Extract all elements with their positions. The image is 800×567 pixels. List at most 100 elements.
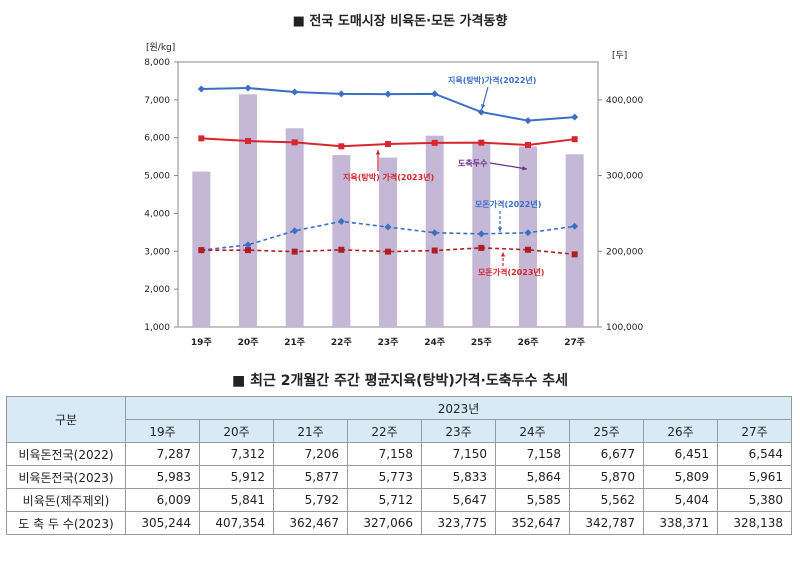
week-header: 24주 xyxy=(495,419,570,443)
x-tick-label: 22주 xyxy=(331,337,352,348)
table-cell: 5,870 xyxy=(569,465,644,489)
x-tick-label: 21주 xyxy=(284,337,305,348)
bar xyxy=(239,94,257,327)
annotation-label: 지육(탕박) 가격(2023년) xyxy=(343,172,434,182)
series-point xyxy=(431,139,438,146)
table-cell: 6,544 xyxy=(717,442,792,466)
table-cell: 5,912 xyxy=(199,465,274,489)
annotation-arrowhead xyxy=(522,166,527,171)
y-left-tick-label: 1,000 xyxy=(144,323,170,333)
y-left-tick-label: 2,000 xyxy=(144,285,170,295)
x-tick-label: 27주 xyxy=(564,337,585,348)
table-cell: 6,677 xyxy=(569,442,644,466)
table-cell: 7,312 xyxy=(199,442,274,466)
series-point xyxy=(291,139,298,146)
series-point xyxy=(477,230,485,238)
row-label: 비육돈(제주제외) xyxy=(6,488,126,512)
series-point xyxy=(571,222,579,230)
table-cell: 7,150 xyxy=(421,442,496,466)
y-right-tick-label: 100,000 xyxy=(606,323,643,333)
x-tick-label: 19주 xyxy=(191,337,212,348)
table-cell: 5,404 xyxy=(643,488,718,512)
table-cell: 338,371 xyxy=(643,511,718,535)
table-cell: 5,773 xyxy=(347,465,422,489)
x-tick-label: 26주 xyxy=(518,337,539,348)
x-tick-label: 25주 xyxy=(471,337,492,348)
table-cell: 323,775 xyxy=(421,511,496,535)
series-point xyxy=(524,229,532,237)
y-right-tick-label: 400,000 xyxy=(606,96,643,106)
series-point xyxy=(385,248,391,255)
table-row: 비육돈전국(2022) 7,287 7,312 7,206 7,158 7,15… xyxy=(6,442,792,466)
y-left-tick-label: 8,000 xyxy=(144,58,170,68)
bar xyxy=(379,157,397,327)
annotation-label: 모돈가격(2022년) xyxy=(475,199,541,209)
series-point xyxy=(384,90,392,98)
series-point xyxy=(385,141,391,148)
series-point xyxy=(337,90,345,98)
week-header: 26주 xyxy=(643,419,718,443)
series-point xyxy=(431,90,439,98)
table-cell: 352,647 xyxy=(495,511,570,535)
annotation-label: 지육(탕박)가격(2022년) xyxy=(448,75,536,85)
series-point xyxy=(291,227,299,235)
table-cell: 327,066 xyxy=(347,511,422,535)
row-label: 비육돈전국(2023) xyxy=(6,465,126,489)
table-cell: 6,451 xyxy=(643,442,718,466)
table-cell: 328,138 xyxy=(717,511,792,535)
week-header: 23주 xyxy=(421,419,496,443)
table-cell: 5,809 xyxy=(643,465,718,489)
table-row: 비육돈전국(2023) 5,983 5,912 5,877 5,773 5,83… xyxy=(6,465,792,489)
x-tick-label: 24주 xyxy=(424,337,445,348)
y-left-tick-label: 3,000 xyxy=(144,247,170,257)
table-cell: 5,841 xyxy=(199,488,274,512)
table-row: 도 축 두 수(2023) 305,244 407,354 362,467 32… xyxy=(6,511,792,535)
series-point xyxy=(525,246,531,253)
table-cell: 5,833 xyxy=(421,465,496,489)
table-corner-header: 구분 xyxy=(6,396,126,443)
series-point xyxy=(478,244,485,251)
price-table: 구분 2023년 19주 20주 21주 22주 23주 24주 25주 26주… xyxy=(6,396,792,535)
table-cell: 407,354 xyxy=(199,511,274,535)
y-left-tick-label: 4,000 xyxy=(144,209,170,219)
series-point xyxy=(525,141,531,148)
table-cell: 342,787 xyxy=(569,511,644,535)
table-cell: 5,562 xyxy=(569,488,644,512)
series-point xyxy=(338,143,345,150)
series-point xyxy=(337,217,345,225)
series-point xyxy=(245,138,251,145)
table-cell: 7,158 xyxy=(347,442,422,466)
table-cell: 7,206 xyxy=(273,442,348,466)
series-point xyxy=(571,113,579,121)
table-cell: 305,244 xyxy=(125,511,200,535)
table-cell: 5,864 xyxy=(495,465,570,489)
table-cell: 362,467 xyxy=(273,511,348,535)
week-header: 22주 xyxy=(347,419,422,443)
week-header: 19주 xyxy=(125,419,200,443)
table-year-header: 2023년 xyxy=(125,396,792,420)
annotation-arrowhead xyxy=(375,150,381,155)
table-cell: 5,877 xyxy=(273,465,348,489)
annotation-label: 도축두수 xyxy=(458,158,488,168)
annotation-arrowhead xyxy=(497,227,503,232)
series-point xyxy=(338,246,345,253)
annotation-arrowhead xyxy=(500,252,506,257)
table-cell: 7,287 xyxy=(125,442,200,466)
series-point xyxy=(478,139,485,146)
series-line xyxy=(201,247,575,256)
table-row: 비육돈(제주제외) 6,009 5,841 5,792 5,712 5,647 … xyxy=(6,488,792,512)
table-cell: 5,792 xyxy=(273,488,348,512)
series-point xyxy=(245,247,251,254)
week-header: 27주 xyxy=(717,419,792,443)
series-point xyxy=(571,136,578,143)
table-cell: 6,009 xyxy=(125,488,200,512)
bar xyxy=(519,146,537,327)
y-left-tick-label: 6,000 xyxy=(144,134,170,144)
series-point xyxy=(197,85,205,93)
y-left-tick-label: 7,000 xyxy=(144,96,170,106)
table-cell: 5,647 xyxy=(421,488,496,512)
table-title: ■ 최근 2개월간 주간 평균지육(탕박)가격·도축두수 추세 xyxy=(232,373,568,389)
y-right-unit: [두] xyxy=(612,50,627,61)
series-point xyxy=(291,88,299,96)
series-point xyxy=(244,241,252,249)
